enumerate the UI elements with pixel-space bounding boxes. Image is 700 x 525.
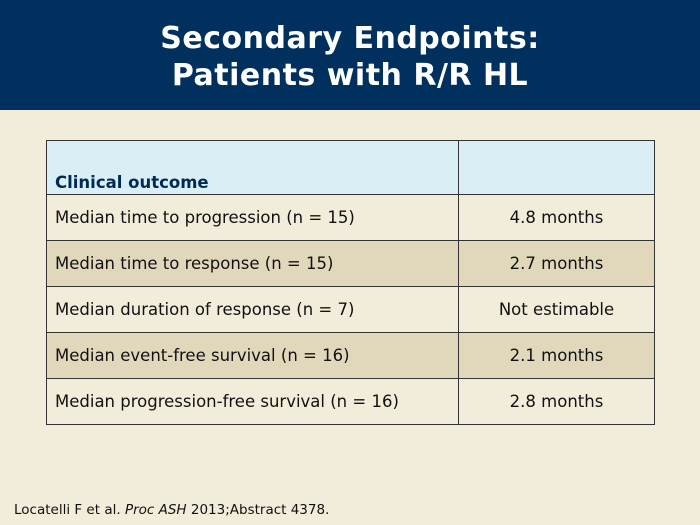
- outcome-label: Median duration of response (n = 7): [46, 286, 459, 333]
- citation-footnote: Locatelli F et al. Proc ASH 2013;Abstrac…: [14, 502, 329, 518]
- table-row: Median time to progression (n = 15) 4.8 …: [46, 194, 655, 241]
- table-row: Median progression-free survival (n = 16…: [46, 378, 655, 425]
- citation-journal: Proc ASH: [124, 502, 187, 518]
- outcome-value: Not estimable: [458, 286, 655, 333]
- title-banner: Secondary Endpoints: Patients with R/R H…: [0, 0, 700, 110]
- slide-title-line-2: Patients with R/R HL: [171, 58, 529, 93]
- citation-rest: 2013;Abstract 4378.: [186, 502, 330, 518]
- outcomes-table: Clinical outcome Median time to progress…: [46, 140, 655, 425]
- table-row: Median time to response (n = 15) 2.7 mon…: [46, 240, 655, 287]
- outcome-label: Median event-free survival (n = 16): [46, 332, 459, 379]
- outcome-value: 2.8 months: [458, 378, 655, 425]
- table-row: Median event-free survival (n = 16) 2.1 …: [46, 332, 655, 379]
- table-header-row: Clinical outcome: [46, 140, 655, 195]
- outcome-value: 2.1 months: [458, 332, 655, 379]
- citation-authors: Locatelli F et al.: [14, 502, 125, 518]
- header-value: [458, 140, 655, 195]
- outcome-label: Median time to response (n = 15): [46, 240, 459, 287]
- outcome-value: 4.8 months: [458, 194, 655, 241]
- outcome-label: Median progression-free survival (n = 16…: [46, 378, 459, 425]
- outcome-label: Median time to progression (n = 15): [46, 194, 459, 241]
- slide-title-line-1: Secondary Endpoints:: [160, 21, 540, 56]
- table-row: Median duration of response (n = 7) Not …: [46, 286, 655, 333]
- header-clinical-outcome: Clinical outcome: [46, 140, 459, 195]
- outcome-value: 2.7 months: [458, 240, 655, 287]
